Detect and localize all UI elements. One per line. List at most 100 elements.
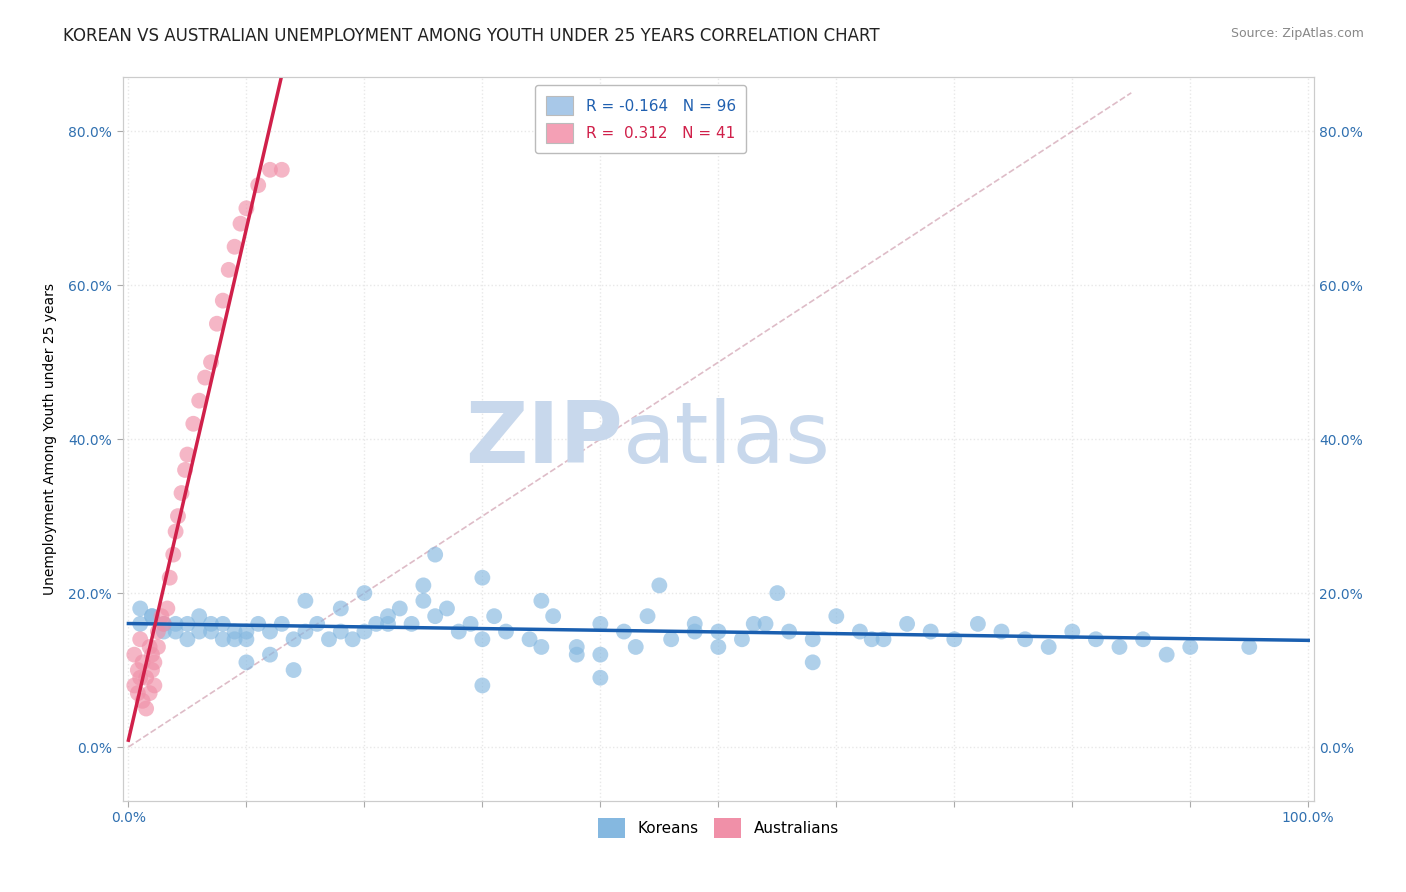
Point: [235, 656, 257, 670]
Point: [294, 624, 316, 639]
Point: [731, 632, 754, 647]
Point: [188, 624, 211, 639]
Point: [1014, 632, 1036, 647]
Point: [896, 616, 918, 631]
Point: [801, 632, 824, 647]
Point: [127, 663, 149, 677]
Point: [235, 624, 257, 639]
Point: [176, 616, 198, 631]
Point: [211, 632, 233, 647]
Y-axis label: Unemployment Among Youth under 25 years: Unemployment Among Youth under 25 years: [44, 283, 58, 595]
Point: [211, 616, 233, 631]
Point: [283, 663, 305, 677]
Point: [1132, 632, 1154, 647]
Point: [530, 640, 553, 654]
Point: [211, 293, 233, 308]
Point: [377, 616, 399, 631]
Point: [648, 578, 671, 592]
Point: [659, 632, 682, 647]
Point: [153, 624, 176, 639]
Text: KOREAN VS AUSTRALIAN UNEMPLOYMENT AMONG YOUTH UNDER 25 YEARS CORRELATION CHART: KOREAN VS AUSTRALIAN UNEMPLOYMENT AMONG …: [63, 27, 880, 45]
Point: [471, 632, 494, 647]
Point: [307, 616, 329, 631]
Point: [176, 448, 198, 462]
Point: [235, 201, 257, 215]
Point: [127, 686, 149, 700]
Point: [801, 656, 824, 670]
Point: [235, 632, 257, 647]
Point: [1180, 640, 1202, 654]
Point: [872, 632, 894, 647]
Point: [129, 671, 152, 685]
Point: [707, 624, 730, 639]
Point: [920, 624, 942, 639]
Point: [141, 663, 163, 677]
Point: [388, 601, 411, 615]
Point: [143, 656, 166, 670]
Point: [447, 624, 470, 639]
Text: ZIP: ZIP: [465, 398, 623, 481]
Point: [1156, 648, 1178, 662]
Point: [124, 648, 146, 662]
Point: [329, 601, 352, 615]
Point: [707, 640, 730, 654]
Point: [1084, 632, 1107, 647]
Point: [624, 640, 647, 654]
Point: [165, 524, 187, 539]
Point: [200, 355, 222, 369]
Point: [565, 640, 588, 654]
Point: [247, 616, 270, 631]
Point: [146, 640, 169, 654]
Point: [683, 616, 706, 631]
Point: [167, 509, 190, 524]
Point: [170, 486, 193, 500]
Point: [156, 601, 179, 615]
Point: [146, 624, 169, 639]
Point: [565, 648, 588, 662]
Point: [141, 648, 163, 662]
Point: [294, 594, 316, 608]
Point: [159, 571, 181, 585]
Text: Source: ZipAtlas.com: Source: ZipAtlas.com: [1230, 27, 1364, 40]
Point: [967, 616, 990, 631]
Point: [165, 624, 187, 639]
Point: [495, 624, 517, 639]
Point: [519, 632, 541, 647]
Point: [224, 624, 246, 639]
Point: [138, 686, 160, 700]
Point: [143, 678, 166, 692]
Point: [141, 609, 163, 624]
Point: [131, 656, 153, 670]
Point: [778, 624, 800, 639]
Point: [471, 571, 494, 585]
Point: [135, 701, 157, 715]
Point: [401, 616, 423, 631]
Point: [849, 624, 872, 639]
Point: [329, 624, 352, 639]
Point: [259, 648, 281, 662]
Point: [283, 632, 305, 647]
Point: [153, 616, 176, 631]
Point: [683, 624, 706, 639]
Point: [150, 609, 173, 624]
Point: [436, 601, 458, 615]
Point: [224, 240, 246, 254]
Point: [218, 263, 240, 277]
Point: [141, 609, 163, 624]
Point: [162, 548, 184, 562]
Point: [860, 632, 883, 647]
Point: [589, 648, 612, 662]
Point: [129, 601, 152, 615]
Point: [224, 632, 246, 647]
Point: [138, 640, 160, 654]
Point: [425, 609, 447, 624]
Point: [270, 162, 292, 177]
Point: [412, 594, 434, 608]
Text: atlas: atlas: [623, 398, 831, 481]
Point: [613, 624, 636, 639]
Point: [129, 632, 152, 647]
Point: [825, 609, 848, 624]
Point: [377, 609, 399, 624]
Point: [425, 548, 447, 562]
Point: [366, 616, 388, 631]
